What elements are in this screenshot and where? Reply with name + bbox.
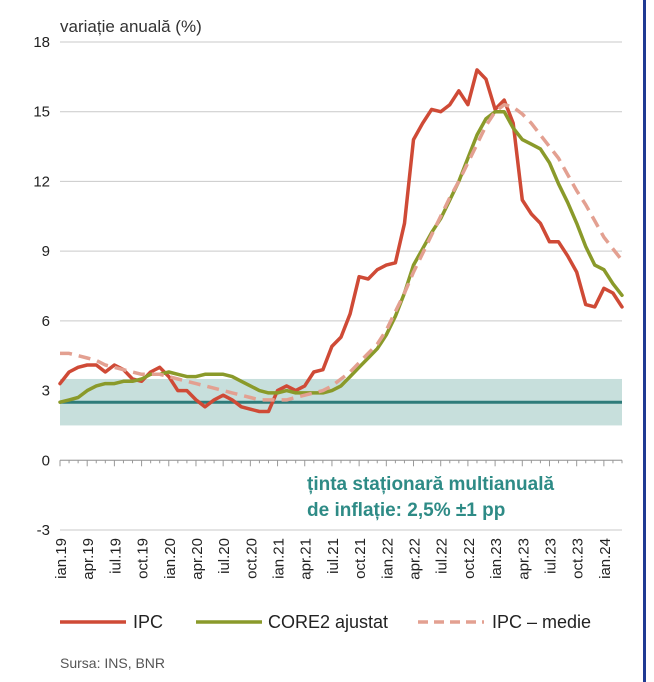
- x-tick-label: oct.19: [135, 538, 152, 579]
- x-tick-label: ian.22: [379, 538, 396, 579]
- x-tick-label: apr.22: [407, 538, 424, 580]
- y-axis-label: variație anuală (%): [60, 17, 202, 36]
- y-tick-label: 18: [33, 34, 50, 51]
- series-lines: [58, 68, 624, 414]
- legend: IPC CORE2 ajustat IPC – medie: [60, 612, 591, 632]
- x-tick-label: oct.22: [461, 538, 478, 579]
- x-tick-label: iul.20: [216, 538, 233, 574]
- series-line-1: [58, 109, 624, 404]
- x-tick-label: ian.23: [488, 538, 505, 579]
- gridlines: [60, 41, 622, 531]
- source-note: Sursa: INS, BNR: [60, 655, 165, 671]
- x-tick-label: ian.19: [53, 538, 70, 579]
- y-axis-ticks: -3 0 3 6 9 12 15 18: [33, 34, 50, 539]
- x-tick-label: apr.19: [80, 538, 97, 580]
- y-tick-label: 12: [33, 173, 50, 190]
- legend-label-0: IPC: [133, 612, 163, 632]
- y-tick-label: 3: [42, 383, 50, 400]
- legend-label-1: CORE2 ajustat: [268, 612, 388, 632]
- y-tick-label: 6: [42, 313, 50, 330]
- series-line-2: [60, 102, 624, 402]
- target-annotation-line1: ținta staționară multianuală: [307, 474, 554, 495]
- x-axis: ian.19 apr.19 iul.19 oct.19 ian.20 apr.20 iul.…: [53, 459, 623, 580]
- x-tick-label: oct.21: [352, 538, 369, 579]
- x-tick-label: oct.20: [243, 538, 260, 579]
- x-tick-label: apr.20: [189, 538, 206, 580]
- x-tick-label: ian.21: [271, 538, 288, 579]
- y-tick-label: 0: [42, 452, 50, 469]
- x-tick-label: ian.24: [597, 538, 614, 579]
- x-tick-label: apr.21: [298, 538, 315, 580]
- x-tick-label: iul.22: [434, 538, 451, 574]
- x-tick-label: iul.23: [542, 538, 559, 574]
- x-tick-label: oct.23: [570, 538, 587, 579]
- x-tick-label: iul.21: [325, 538, 342, 574]
- legend-label-2: IPC – medie: [492, 612, 591, 632]
- series-line-0: [58, 68, 624, 414]
- y-tick-label: 15: [33, 104, 50, 121]
- x-tick-label: apr.23: [515, 538, 532, 580]
- target-annotation-line2: de inflație: 2,5% ±1 pp: [307, 500, 505, 521]
- x-tick-label: iul.19: [107, 538, 124, 574]
- y-tick-label: -3: [37, 522, 50, 539]
- x-tick-label: ian.20: [162, 538, 179, 579]
- y-tick-label: 9: [42, 243, 50, 260]
